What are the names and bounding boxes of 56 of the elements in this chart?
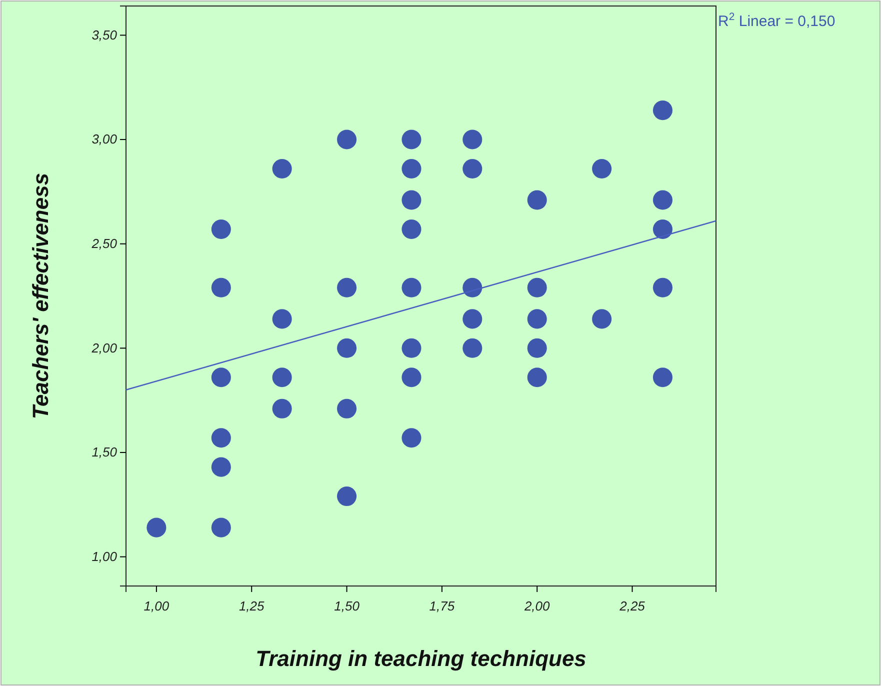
- point: [337, 486, 357, 506]
- x-tick-label: 1,25: [238, 598, 266, 614]
- x-tick-label: 2,00: [523, 598, 551, 614]
- x-tick-label: 1,75: [429, 598, 456, 614]
- point: [211, 368, 231, 388]
- y-axis-title: Teachers' effectiveness: [28, 172, 53, 420]
- x-tick-label: 1,50: [334, 598, 360, 614]
- point: [211, 457, 231, 477]
- point: [272, 309, 292, 329]
- point: [462, 158, 482, 178]
- point: [402, 338, 422, 358]
- point: [211, 428, 231, 448]
- point: [527, 190, 547, 210]
- point: [402, 278, 422, 298]
- y-tick-label: 3,50: [92, 27, 118, 42]
- point: [462, 338, 482, 358]
- text: R$^{2}$ Linear = 0,150: [718, 11, 836, 30]
- point: [462, 130, 482, 150]
- point: [527, 338, 547, 358]
- point: [462, 278, 482, 298]
- y-tick-label: 2,00: [90, 340, 118, 356]
- point: [402, 219, 422, 239]
- point: [527, 309, 547, 329]
- point: [402, 158, 422, 178]
- y-tick-label: 1,50: [92, 444, 118, 460]
- y-tick-label: 2,50: [90, 236, 118, 251]
- x-tick-label: 2,25: [618, 598, 646, 614]
- point: [402, 190, 422, 210]
- y-tick-label: 1,00: [92, 548, 118, 564]
- point: [527, 278, 547, 298]
- point: [272, 368, 292, 388]
- point: [462, 309, 482, 329]
- point: [211, 219, 231, 239]
- point: [652, 368, 672, 388]
- point: [652, 278, 672, 298]
- point: [337, 278, 357, 298]
- point: [211, 278, 231, 298]
- point: [652, 100, 672, 120]
- point: [402, 130, 422, 150]
- point: [592, 158, 612, 178]
- point: [527, 368, 547, 388]
- point: [337, 338, 357, 358]
- x-axis-title: Training in teaching techniques: [256, 646, 586, 671]
- point: [652, 219, 672, 239]
- point: [211, 518, 231, 538]
- point: [272, 398, 292, 418]
- point: [337, 398, 357, 418]
- point: [592, 309, 612, 329]
- x-tick-label: 1,00: [144, 598, 170, 614]
- point: [337, 130, 357, 150]
- point: [652, 190, 672, 210]
- point: [146, 518, 166, 538]
- point: [402, 368, 422, 388]
- point: [402, 428, 422, 448]
- y-tick-label: 3,00: [92, 132, 118, 147]
- point: [272, 158, 292, 178]
